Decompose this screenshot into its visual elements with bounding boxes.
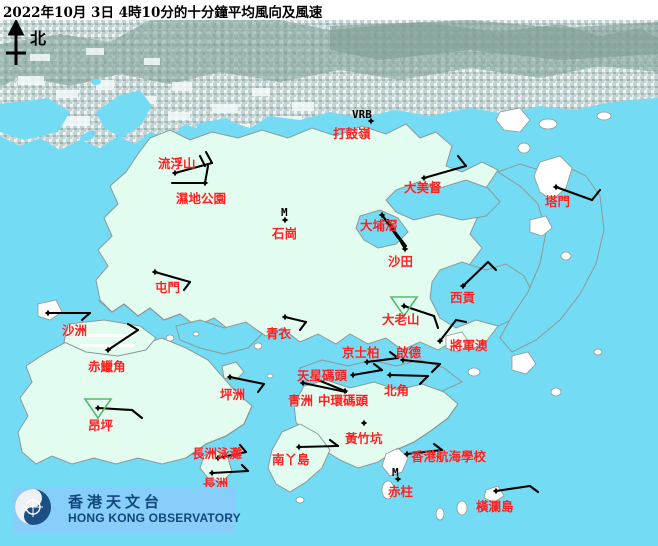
station-label: 大老山 xyxy=(382,312,420,327)
station-label: 南丫島 xyxy=(272,452,310,467)
station-dot xyxy=(349,371,357,379)
hk-landmass xyxy=(95,123,499,351)
station-label: 流浮山 xyxy=(158,156,196,171)
wind-status-flag: M xyxy=(392,466,399,479)
logo-text-chinese: 香港天文台 xyxy=(68,493,164,511)
station-dot xyxy=(299,379,307,387)
wind-map: 北 打鼓嶺 VRB 流浮山濕地公園石崗 M 大美督塔門大埔滘沙田屯門西貢大老山將軍澳 沙洲… xyxy=(0,20,658,546)
station-dot xyxy=(400,302,408,310)
station-label: 黃竹坑 xyxy=(345,431,383,446)
north-arrow-icon xyxy=(6,20,26,65)
station-label: 橫瀾島 xyxy=(476,499,514,514)
page-title: 2022年10月 3日 4時10分的十分鐘平均風向及風速 xyxy=(3,5,323,21)
station-label: 西貢 xyxy=(450,290,476,305)
coast-shadow xyxy=(97,299,459,459)
station-label: 坪洲 xyxy=(220,387,246,402)
wind-barbs xyxy=(46,150,602,494)
stanley-peninsula xyxy=(381,447,409,477)
station-dot xyxy=(492,487,500,495)
station-dot xyxy=(360,419,368,427)
station-dot xyxy=(214,454,222,462)
station-dot xyxy=(552,183,560,191)
station-dot xyxy=(436,337,444,345)
station-label: 長洲 xyxy=(203,476,229,491)
airport-runways xyxy=(76,334,134,347)
station-label: 屯門 xyxy=(155,280,181,295)
station-label: 昂坪 xyxy=(88,418,114,433)
station-label: 沙田 xyxy=(388,254,414,269)
wind-status-flag: VRB xyxy=(352,108,372,121)
station-label: 赤柱 xyxy=(388,484,414,499)
station-dot xyxy=(459,282,467,290)
station-dot xyxy=(94,404,102,412)
station-label: 打鼓嶺 xyxy=(333,126,371,141)
station-label: 香港航海學校 xyxy=(411,449,487,464)
station-dot xyxy=(367,117,375,125)
station-label: 沙洲 xyxy=(62,323,88,338)
north-label: 北 xyxy=(30,29,47,48)
station-dot xyxy=(104,346,112,354)
station-label: 天星碼頭 xyxy=(297,368,348,383)
station-markers xyxy=(44,117,560,495)
logo-text-english: HONG KONG OBSERVATORY xyxy=(68,511,241,525)
station-dot xyxy=(281,313,289,321)
peng-chau xyxy=(221,361,245,381)
station-dot xyxy=(44,309,52,317)
station-label: 青洲 xyxy=(288,393,314,408)
station-dot xyxy=(363,358,371,366)
station-dot xyxy=(394,475,402,483)
title-bar: 2022年10月 3日 4時10分的十分鐘平均風向及風速 xyxy=(0,0,658,21)
station-dot xyxy=(201,179,209,187)
station-dot xyxy=(226,373,234,381)
lamma-island xyxy=(267,423,331,493)
cheung-chau xyxy=(199,449,233,483)
station-dot xyxy=(208,469,216,477)
station-dot xyxy=(386,371,394,379)
station-dot xyxy=(401,245,409,253)
offshore-islets xyxy=(37,107,612,521)
sea-inlets xyxy=(175,163,605,393)
station-label: 青衣 xyxy=(266,326,292,341)
wind-status-flag: M xyxy=(281,206,288,219)
station-label: 石崗 xyxy=(272,226,298,241)
station-label: 赤鱲角 xyxy=(88,359,126,374)
station-label: 中環碼頭 xyxy=(318,393,369,408)
map-geography xyxy=(0,20,658,546)
station-label: 長洲泳灘 xyxy=(192,446,243,461)
station-dot xyxy=(171,169,179,177)
elevated-station-marker xyxy=(83,398,113,420)
elevated-station-marker xyxy=(389,296,419,318)
station-dot xyxy=(151,268,159,276)
hko-logo-icon xyxy=(15,489,51,525)
station-label: 大埔滘 xyxy=(360,218,398,233)
station-label: 將軍澳 xyxy=(450,338,488,353)
hko-logo: 香港天文台 HONG KONG OBSERVATORY xyxy=(13,487,241,533)
station-label: 大美督 xyxy=(404,180,442,195)
station-dot xyxy=(281,216,289,224)
station-label: 塔門 xyxy=(545,194,571,209)
station-dot xyxy=(295,443,303,451)
mainland-texture xyxy=(0,20,658,150)
station-label: 啟德 xyxy=(396,345,422,360)
station-label: 濕地公園 xyxy=(176,191,227,206)
station-dot xyxy=(403,450,411,458)
station-dot xyxy=(399,356,407,364)
station-dot xyxy=(341,387,349,395)
station-label: 京士柏 xyxy=(342,345,380,360)
station-label: 北角 xyxy=(384,383,410,398)
station-dot xyxy=(378,211,386,219)
station-dot xyxy=(420,174,428,182)
